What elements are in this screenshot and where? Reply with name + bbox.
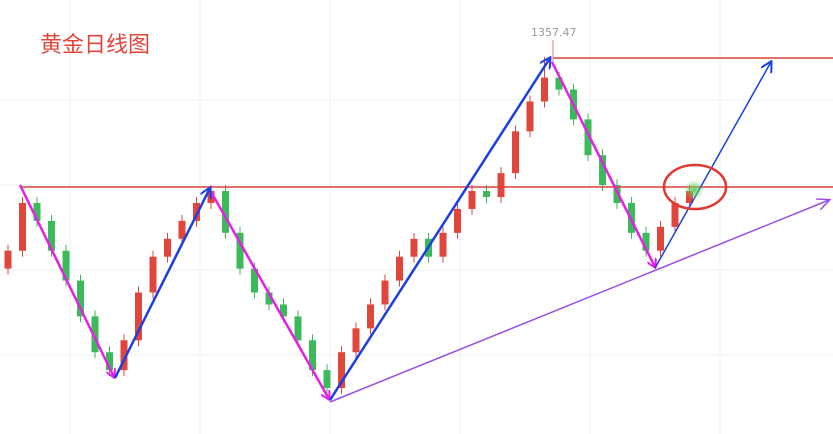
candle-body xyxy=(468,191,476,209)
candle-body xyxy=(135,292,142,341)
candle-body xyxy=(62,250,70,281)
candle-body xyxy=(526,101,534,132)
candle-body xyxy=(193,202,200,221)
candle-body xyxy=(642,232,650,251)
candle-body xyxy=(497,173,505,198)
candle-body xyxy=(120,340,128,371)
candle-body xyxy=(222,191,229,233)
candle-body xyxy=(48,220,55,251)
candle-body xyxy=(367,304,374,329)
candle-body xyxy=(352,328,360,353)
candle-body xyxy=(584,119,592,156)
highlight-circle xyxy=(662,163,728,211)
down-arrow xyxy=(208,189,329,399)
candle-body xyxy=(657,226,664,251)
high-label: 1357.47 xyxy=(531,26,577,39)
candle-body xyxy=(4,250,12,269)
candle-body xyxy=(512,131,519,174)
candle-body xyxy=(236,232,244,269)
candle-body xyxy=(77,280,84,317)
down-arrow xyxy=(18,184,114,377)
up-arrow xyxy=(113,188,210,379)
candle-body xyxy=(91,316,99,353)
candle-body xyxy=(454,208,461,233)
candle-body xyxy=(294,316,302,341)
candle-body xyxy=(33,202,41,221)
candle-body xyxy=(19,202,26,251)
candle-body xyxy=(251,268,258,293)
candle-body xyxy=(265,292,273,305)
candle-body xyxy=(178,220,186,239)
candle-body xyxy=(555,77,563,90)
candle-body xyxy=(671,202,679,227)
candle-body xyxy=(541,77,548,102)
glow xyxy=(684,180,704,200)
candle-body xyxy=(106,352,113,371)
candle-body xyxy=(483,191,490,198)
chart-title: 黄金日线图 xyxy=(40,33,150,58)
up-arrow xyxy=(654,62,771,269)
candle-body xyxy=(396,256,403,281)
candles xyxy=(4,56,693,395)
candle-body xyxy=(599,155,606,186)
candle-body xyxy=(338,352,345,389)
annotations xyxy=(18,40,833,403)
down-arrow xyxy=(550,61,655,267)
trend-line xyxy=(329,200,829,403)
candle-body xyxy=(410,238,418,257)
up-arrow xyxy=(328,58,550,401)
candle-body xyxy=(323,370,331,389)
candle-body xyxy=(280,304,287,317)
candle-body xyxy=(381,280,389,305)
candle-body xyxy=(439,232,447,257)
candle-body xyxy=(309,340,316,371)
candle-body xyxy=(164,238,171,257)
candle-body xyxy=(149,256,157,293)
